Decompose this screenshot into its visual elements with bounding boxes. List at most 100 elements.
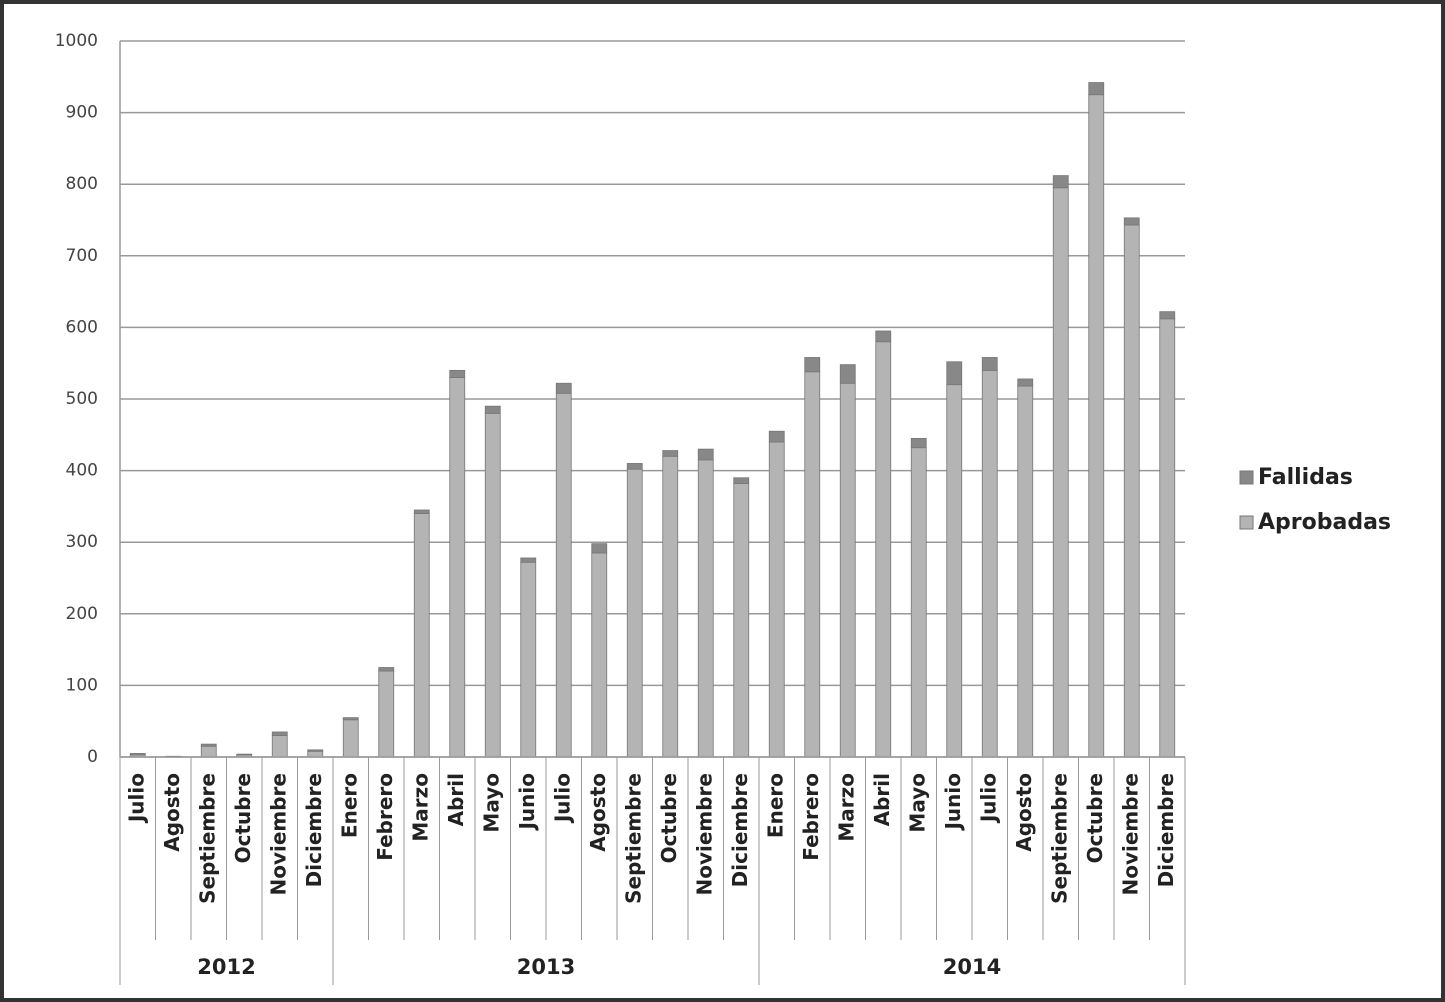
x-tick-label: Noviembre [266, 773, 290, 896]
x-tick-label: Julio [124, 773, 148, 824]
bar-segment [981, 369, 998, 758]
x-tick-label: Enero [337, 773, 361, 838]
y-tick-label: 800 [66, 174, 98, 194]
x-tick-label: Enero [763, 773, 787, 838]
bar-segment [768, 441, 785, 758]
legend-swatch [1239, 515, 1254, 530]
bar-segment [626, 463, 643, 470]
x-tick-label: Octubre [657, 773, 681, 863]
bar-segment [555, 392, 572, 758]
bar-segment [1017, 378, 1034, 387]
bar-segment [484, 405, 501, 414]
bar-segment [591, 552, 608, 758]
bar-segment [875, 341, 892, 758]
bar-segment [307, 750, 324, 758]
x-tick-label: Noviembre [1118, 773, 1142, 896]
bar-segment [839, 364, 856, 384]
x-tick-label: Febrero [799, 773, 823, 861]
x-tick-label: Mayo [479, 773, 503, 833]
bar-segment [1088, 94, 1105, 758]
bar-segment [697, 459, 714, 758]
bar-segment [768, 430, 785, 443]
bar-segment [271, 731, 288, 736]
x-tick-label: Junio [941, 773, 965, 832]
x-tick-label: Mayo [905, 773, 929, 833]
bar-segment [342, 717, 359, 721]
y-tick-label: 600 [66, 317, 98, 337]
bar-segment [378, 667, 395, 672]
x-tick-label: Abril [444, 773, 468, 826]
bar-segment [1052, 175, 1069, 189]
x-tick-label: Diciembre [302, 773, 326, 887]
bar-segment [236, 753, 253, 756]
x-tick-label: Agosto [1012, 773, 1036, 852]
y-tick-label: 200 [66, 604, 98, 624]
bar-segment [129, 753, 146, 756]
x-tick-label: Octubre [1083, 773, 1107, 863]
bar-segment [946, 361, 963, 386]
bar-segment [520, 557, 537, 563]
x-tick-label: Febrero [373, 773, 397, 861]
y-tick-label: 900 [66, 103, 98, 123]
bar-segment [555, 382, 572, 394]
bar-segment [342, 719, 359, 758]
bar-segment [591, 543, 608, 554]
y-tick-label: 100 [66, 675, 98, 695]
y-tick-label: 500 [66, 389, 98, 409]
x-tick-label: Octubre [231, 773, 255, 863]
bar-segment [662, 455, 679, 758]
bar-segment [1017, 385, 1034, 758]
bar-segment [1088, 82, 1105, 96]
y-tick-label: 0 [87, 747, 98, 767]
x-tick-label: Julio [550, 773, 574, 824]
x-tick-label: Julio [976, 773, 1000, 824]
group-label: 2013 [517, 955, 575, 979]
bar-segment [200, 743, 217, 747]
bar-segment [946, 384, 963, 758]
x-tick-label: Junio [515, 773, 539, 832]
bar-segment [910, 447, 927, 758]
bar-segment [626, 468, 643, 758]
y-tick-label: 300 [66, 532, 98, 552]
bar-segment [662, 450, 679, 457]
bar-segment [520, 561, 537, 758]
x-tick-label: Diciembre [728, 773, 752, 887]
bar-segment [1123, 217, 1140, 226]
bar-segment [733, 483, 750, 758]
bar-segment [307, 749, 324, 752]
bar-segment [200, 745, 217, 758]
bar-segment [733, 477, 750, 484]
bar-segment [449, 369, 466, 378]
legend-label: Fallidas [1258, 465, 1353, 490]
bar-segment [839, 382, 856, 758]
legend-label: Aprobadas [1258, 510, 1391, 535]
x-tick-label: Septiembre [621, 773, 645, 904]
x-tick-label: Agosto [160, 773, 184, 852]
group-label: 2012 [197, 955, 255, 979]
bar-segment [413, 509, 430, 514]
bar-segment [1159, 318, 1176, 758]
y-tick-label: 1000 [55, 31, 98, 51]
bar-segment [804, 357, 821, 373]
bar-segment [1052, 187, 1069, 758]
x-tick-label: Marzo [408, 773, 432, 842]
bar-segment [804, 371, 821, 758]
bar-segment [981, 357, 998, 371]
x-tick-label: Marzo [834, 773, 858, 842]
bar-segment [1123, 224, 1140, 758]
x-tick-label: Diciembre [1154, 773, 1178, 887]
bar-segment [413, 513, 430, 758]
bar-segment [484, 412, 501, 758]
bar-segment [271, 735, 288, 758]
bar-segment [1159, 311, 1176, 320]
x-tick-label: Septiembre [195, 773, 219, 904]
bar-segment [910, 437, 927, 449]
bar-segment [378, 670, 395, 758]
legend-swatch [1239, 470, 1254, 485]
x-tick-label: Noviembre [692, 773, 716, 896]
x-tick-label: Septiembre [1047, 773, 1071, 904]
bar-segment [697, 448, 714, 461]
